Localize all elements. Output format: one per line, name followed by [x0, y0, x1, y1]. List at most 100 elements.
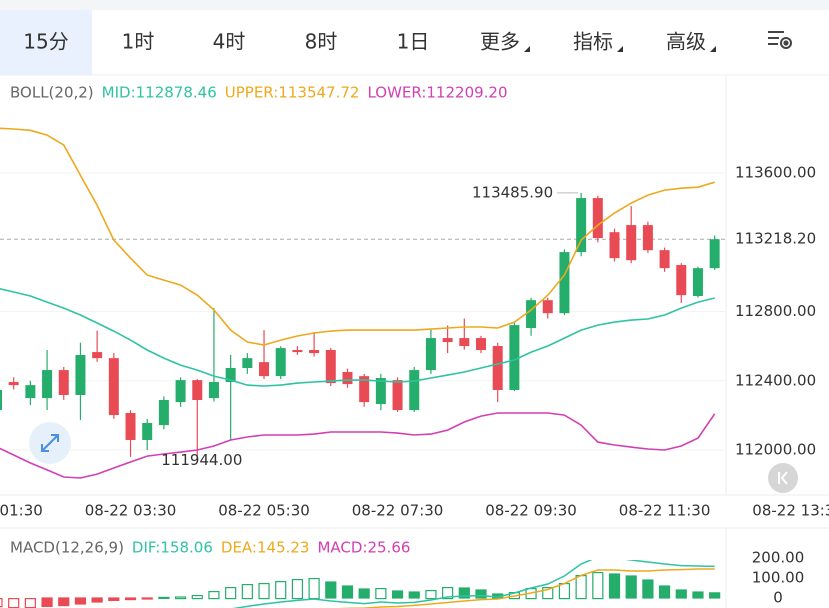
- tab-bar: [0, 10, 829, 75]
- candle-body: [275, 348, 286, 377]
- x-tick-label: 08-22 01:30: [0, 502, 43, 520]
- tabs: 15分 1时 4时 8时 1日 更多 指标 高级: [0, 10, 716, 75]
- macd-bar: [475, 589, 487, 599]
- tab[interactable]: 指标: [573, 30, 613, 54]
- candle-body: [709, 239, 720, 269]
- macd-bar: [625, 575, 637, 599]
- macd-bar: [692, 591, 704, 599]
- macd-bar: [58, 597, 70, 607]
- boll-line: [0, 412, 716, 479]
- macd-bar: [8, 597, 20, 608]
- candle-body: [92, 352, 103, 359]
- macd-bar: [275, 580, 287, 600]
- x-tick-label: 08-22 09:30: [485, 502, 577, 520]
- candle-body: [425, 338, 436, 371]
- dropdown-caret: [524, 46, 530, 52]
- macd-bar: [709, 592, 721, 599]
- x-tick-label: 08-22 13:30: [752, 502, 829, 520]
- expand-button[interactable]: [29, 422, 71, 464]
- macd-bar: [675, 589, 687, 599]
- macd-bar: [24, 597, 36, 608]
- macd-bar: [74, 597, 87, 605]
- macd-bar: [592, 571, 604, 600]
- macd-bar: [241, 583, 253, 600]
- candle-body: [8, 382, 19, 386]
- tab[interactable]: 1时: [122, 30, 155, 54]
- last-price-label: 113218.20: [735, 230, 816, 248]
- macd-bar: [408, 591, 420, 599]
- high-label: 113485.90: [472, 183, 553, 201]
- x-tick-label: 08-22 05:30: [218, 502, 310, 520]
- legend-entry: MACD:25.66: [317, 539, 410, 557]
- plot-layer: BOLL(20,2) MID:112878.46 UPPER:113547.72 LO…: [0, 84, 829, 608]
- candle-body: [158, 400, 169, 426]
- candle-body: [259, 362, 270, 377]
- candle-body: [359, 376, 370, 403]
- candle-body: [0, 389, 2, 411]
- boll-line: [0, 127, 715, 346]
- candle-body: [375, 378, 386, 404]
- macd-bar: [91, 597, 103, 603]
- tab[interactable]: 8时: [305, 30, 338, 54]
- candle-body: [75, 355, 86, 395]
- macd-bar: [158, 596, 170, 600]
- candle-body: [142, 423, 153, 440]
- x-tick-label: 08-22 03:30: [85, 502, 177, 520]
- candle-body: [526, 300, 537, 329]
- y-tick-label: 100.00: [752, 569, 805, 587]
- macd-bar: [291, 578, 304, 600]
- macd-bar: [341, 585, 354, 599]
- candle-body: [325, 350, 336, 384]
- scroll-latest-button[interactable]: [768, 463, 798, 493]
- macd-line: [232, 560, 715, 608]
- macd-bar: [375, 587, 387, 600]
- macd-bar: [191, 594, 203, 600]
- tab[interactable]: 更多: [480, 30, 520, 54]
- boll-line: [0, 287, 715, 387]
- candle-body: [592, 198, 603, 239]
- legend-entry: LOWER:112209.20: [367, 84, 507, 102]
- macd-bar: [391, 590, 404, 599]
- legend-entry: UPPER:113547.72: [225, 84, 360, 102]
- tab[interactable]: 1日: [397, 30, 430, 54]
- legend-entry: DEA:145.23: [221, 539, 310, 557]
- tab[interactable]: 15分: [23, 30, 68, 54]
- candle-body: [175, 380, 186, 403]
- y-tick-label: 200.00: [752, 549, 805, 567]
- candle-body: [542, 300, 553, 314]
- tab[interactable]: 高级: [666, 30, 706, 54]
- candle-body: [475, 338, 486, 351]
- candle-body: [208, 382, 219, 399]
- x-tick-label: 08-22 11:30: [619, 502, 711, 520]
- legend-entry: DIF:158.06: [132, 539, 213, 557]
- y-tick-label: 0: [773, 589, 783, 607]
- macd-bar: [575, 574, 587, 600]
- macd-bar: [358, 588, 370, 599]
- macd-bar: [442, 586, 454, 600]
- y-tick-label: 112800.00: [735, 302, 816, 320]
- candle-body: [442, 338, 453, 343]
- tab[interactable]: 4时: [213, 30, 246, 54]
- main-plot: [0, 127, 726, 479]
- candle-body: [309, 350, 320, 354]
- status-strip: [0, 0, 829, 10]
- candle-body: [409, 370, 420, 411]
- macd-bar: [124, 597, 137, 601]
- candle-body: [676, 265, 687, 296]
- macd-bar: [608, 573, 621, 599]
- macd-bar: [658, 585, 671, 599]
- candle-body: [242, 358, 253, 368]
- candle-body: [576, 198, 587, 253]
- indicator-title: MACD(12,26,9): [10, 539, 124, 557]
- settings-icon[interactable]: [768, 31, 792, 49]
- candle-body: [225, 367, 236, 383]
- candle-body: [509, 325, 520, 390]
- candle-body: [492, 346, 503, 390]
- macd-bar: [41, 597, 53, 607]
- macd-bar: [325, 581, 337, 599]
- macd-plot: [0, 560, 721, 608]
- macd-bar: [642, 579, 654, 599]
- y-tick-label: 112400.00: [735, 371, 816, 389]
- macd-bar: [425, 589, 437, 600]
